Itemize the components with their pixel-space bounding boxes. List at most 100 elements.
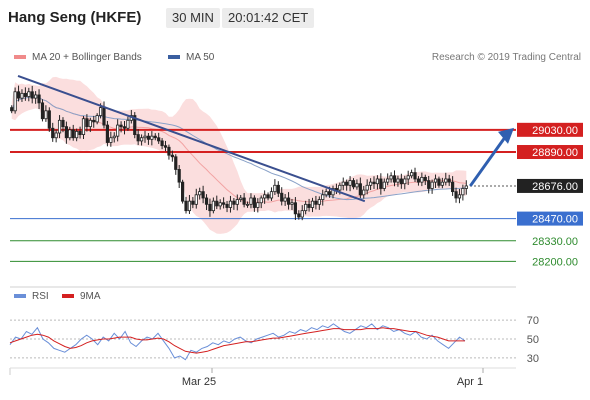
candle-body: [351, 180, 356, 188]
ma9-legend: 9MA: [62, 291, 101, 302]
candle-body: [204, 197, 209, 205]
candle-body: [136, 134, 140, 142]
candle-body: [47, 110, 51, 129]
candle-body: [259, 197, 263, 204]
candle-body: [88, 119, 92, 128]
rsi-legend-label: RSI: [32, 291, 49, 302]
candle-body: [232, 200, 236, 205]
candle-body: [85, 118, 89, 128]
candle-body: [286, 197, 291, 205]
candle-body: [218, 202, 222, 207]
candle-body: [239, 197, 243, 200]
candle-body: [71, 129, 75, 139]
chart-header: Hang Seng (HKFE) 30 MIN 20:01:42 CET: [0, 0, 590, 36]
timeframe-badge[interactable]: 30 MIN: [166, 8, 220, 28]
candle-body: [245, 203, 250, 206]
candle-body: [235, 199, 239, 205]
rsi-swatch: [14, 294, 26, 299]
candle-body: [379, 178, 383, 189]
candle-body: [208, 203, 212, 212]
candle-body: [68, 129, 72, 139]
candle-body: [461, 188, 465, 196]
candle-body: [293, 202, 297, 215]
candle-body: [40, 102, 45, 120]
candle-body: [92, 119, 96, 123]
candle-body: [300, 210, 304, 218]
candle-body: [269, 191, 274, 199]
candle-body: [105, 124, 110, 143]
candle-body: [181, 181, 185, 202]
candle-body: [133, 115, 137, 135]
candle-body: [198, 191, 202, 196]
candle-body: [345, 181, 349, 186]
candle-body: [160, 140, 164, 147]
candle-body: [215, 200, 219, 207]
candle-body: [81, 118, 86, 135]
candle-body: [249, 197, 253, 205]
candle-body: [102, 107, 106, 126]
candle-body: [440, 181, 444, 186]
candle-body: [321, 194, 325, 200]
candle-body: [273, 184, 277, 193]
candle-body: [122, 126, 127, 129]
candle-body: [304, 203, 308, 212]
ma9-legend-label: 9MA: [80, 291, 101, 302]
candle-body: [44, 110, 48, 120]
candle-body: [368, 181, 373, 186]
candle-body: [263, 194, 267, 199]
candle-body: [252, 197, 256, 208]
candle-body: [362, 189, 366, 196]
bollinger-label: MA 20 + Bollinger Bands: [32, 52, 142, 63]
candle-body: [222, 202, 226, 205]
candle-body: [430, 181, 434, 189]
candle-body: [266, 194, 270, 199]
candle-body: [324, 191, 328, 196]
candle-body: [433, 178, 438, 183]
candle-body: [146, 135, 151, 140]
rsi-legend: RSI: [14, 291, 49, 302]
candle-body: [392, 175, 397, 183]
candle-body: [297, 213, 301, 218]
candle-body: [109, 137, 113, 143]
research-credit: Research © 2019 Trading Central: [431, 52, 581, 63]
price-level-28676-00-label: 28676.00: [532, 181, 578, 193]
ma50-legend: MA 50: [168, 52, 214, 63]
ma50-label: MA 50: [186, 52, 215, 63]
candle-body: [187, 200, 192, 212]
candle-body: [37, 94, 41, 104]
price-level-28330-00-label: 28330.00: [532, 236, 578, 248]
candle-body: [307, 203, 311, 208]
candle-body: [191, 200, 195, 205]
candle-body: [157, 137, 161, 142]
timestamp-badge: 20:01:42 CET: [222, 8, 315, 28]
candle-body: [444, 178, 448, 183]
candle-body: [355, 183, 359, 188]
candle-body: [57, 119, 62, 134]
candle-body: [457, 194, 462, 199]
price-level-28470-00-tag: [517, 211, 583, 226]
price-level-28470-00-label: 28470.00: [532, 214, 578, 226]
candle-body: [78, 131, 82, 135]
candle-body: [331, 188, 335, 196]
candle-body: [153, 135, 157, 139]
candle-body: [341, 181, 345, 186]
candle-body: [280, 192, 284, 202]
candle-body: [372, 181, 376, 185]
candle-body: [64, 126, 68, 139]
candle-body: [290, 202, 294, 205]
bollinger-band-area: [11, 76, 467, 234]
candle-body: [51, 127, 55, 139]
candle-body: [13, 91, 17, 112]
candle-body: [420, 176, 424, 183]
forecast-arrow-shaft: [469, 134, 508, 187]
candle-body: [61, 119, 65, 128]
candle-body: [338, 184, 342, 191]
x-tick-label: Mar 25: [182, 376, 216, 388]
candle-body: [427, 180, 431, 189]
candle-body: [98, 107, 103, 116]
candle-body: [201, 191, 205, 199]
candle-body: [317, 199, 321, 205]
candle-body: [314, 200, 318, 205]
candle-body: [382, 181, 386, 189]
